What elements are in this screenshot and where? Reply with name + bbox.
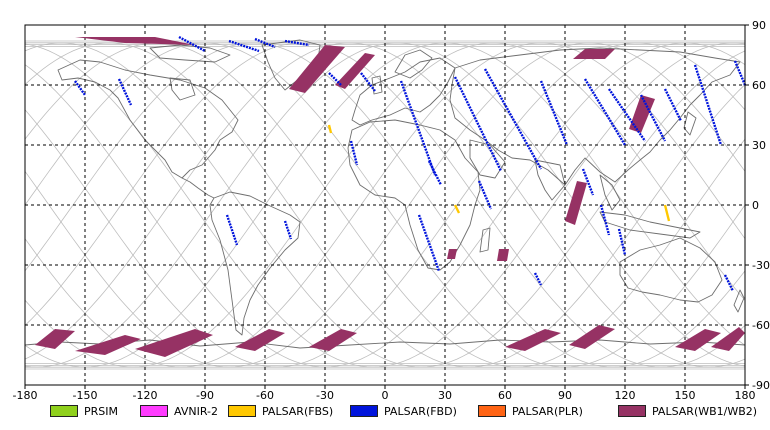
fbd-swath	[427, 160, 443, 186]
legend-swatch	[350, 405, 378, 417]
coast-asia	[449, 47, 741, 186]
fbd-swath	[583, 78, 627, 146]
x-tick-label: -180	[13, 389, 38, 402]
y-tick-label: -30	[752, 259, 770, 272]
axis-ticks: -180 -150 -120 -90 -60 -30 0 30 60 90 120 150 180 90 6…	[13, 19, 770, 402]
y-tick-label: -60	[752, 319, 770, 332]
legend-item: AVNIR-2	[140, 403, 218, 419]
wb-swath	[35, 329, 75, 349]
x-tick-label: -30	[316, 389, 334, 402]
wb-swath	[235, 329, 285, 351]
legend-swatch	[618, 405, 646, 417]
fbd-swath	[581, 168, 595, 196]
coast-scandinavia	[394, 49, 433, 79]
legend-item: PALSAR(PLR)	[478, 403, 583, 419]
wb-swath	[711, 327, 745, 351]
coast-hudson-bay	[169, 77, 196, 101]
fbd-swath	[284, 39, 310, 47]
coast-south-america	[209, 191, 301, 336]
fbd-swath	[349, 140, 359, 166]
fbs-swath	[663, 204, 671, 222]
y-tick-label: 90	[752, 19, 766, 32]
fbs-swath	[453, 204, 461, 214]
wb-swath	[565, 181, 587, 225]
x-tick-label: 150	[675, 389, 696, 402]
legend-swatch	[140, 405, 168, 417]
wb-swath	[309, 329, 357, 351]
legend-label: AVNIR-2	[174, 404, 218, 418]
fbd-swath	[254, 37, 276, 49]
legend-swatch	[228, 405, 256, 417]
wb-swath	[75, 37, 195, 45]
wb-swath	[497, 249, 509, 261]
fbd-swath	[539, 80, 569, 146]
fbd-swath	[283, 220, 293, 240]
coast-europe	[351, 57, 456, 126]
x-tick-label: 30	[438, 389, 452, 402]
fbd-swath	[117, 78, 133, 106]
x-tick-label: 180	[735, 389, 756, 402]
fbd-swath	[178, 35, 206, 53]
fbd-swath	[533, 272, 543, 286]
wb-swath	[573, 49, 615, 59]
fbd-swath	[608, 88, 646, 142]
wb-swath	[629, 95, 655, 133]
legend-item: PALSAR(FBS)	[228, 403, 333, 419]
coast-central-america	[181, 177, 215, 199]
legend-label: PRSIM	[84, 404, 118, 418]
fbd-swath	[228, 39, 260, 53]
y-tick-label: -90	[752, 379, 770, 392]
legend-swatch	[478, 405, 506, 417]
x-tick-label: -90	[196, 389, 214, 402]
x-tick-label: 0	[382, 389, 389, 402]
coast-australia	[619, 237, 723, 303]
y-tick-label: 30	[752, 139, 766, 152]
legend-swatch	[50, 405, 78, 417]
x-tick-label: -60	[256, 389, 274, 402]
fbd-swath	[599, 204, 611, 236]
fbd-swath	[693, 64, 723, 146]
legend-label: PALSAR(PLR)	[512, 404, 583, 418]
coast-india	[534, 159, 566, 201]
observation-swaths	[35, 35, 747, 357]
wb-swath	[569, 325, 615, 349]
legend-label: PALSAR(FBD)	[384, 404, 457, 418]
fbd-swath	[399, 80, 437, 176]
coast-arctic-islands	[149, 44, 231, 63]
legend-label: PALSAR(FBS)	[262, 404, 334, 418]
legend-item: PRSIM	[50, 403, 118, 419]
wb-swath	[675, 329, 721, 351]
fbd-swath	[453, 76, 503, 172]
wb-swath	[447, 249, 457, 259]
coast-new-zealand	[733, 289, 745, 313]
coast-indonesia	[599, 211, 701, 239]
x-tick-label: 120	[615, 389, 636, 402]
fbd-swath	[225, 214, 239, 246]
fbs-swath	[327, 124, 333, 134]
fbd-swath	[733, 60, 747, 86]
y-tick-label: 60	[752, 79, 766, 92]
x-tick-label: 60	[498, 389, 512, 402]
fbd-swath	[617, 228, 627, 256]
legend-item: PALSAR(FBD)	[350, 403, 457, 419]
legend-label: PALSAR(WB1/WB2)	[652, 404, 758, 418]
fbd-swath	[477, 180, 493, 210]
coast-madagascar	[479, 227, 491, 253]
x-tick-label: -150	[73, 389, 98, 402]
wb-swath	[75, 335, 141, 355]
fbd-swath	[639, 94, 667, 142]
wb-swath	[289, 45, 345, 93]
x-tick-label: -120	[133, 389, 158, 402]
x-tick-label: 90	[558, 389, 572, 402]
fbd-swath	[483, 68, 543, 170]
wb-swath	[505, 329, 561, 351]
legend: PRSIM AVNIR-2 PALSAR(FBS) PALSAR(FBD) PALSAR…	[50, 403, 770, 423]
wb-swath	[135, 329, 213, 357]
wb-swath	[335, 53, 375, 89]
y-tick-label: 0	[752, 199, 759, 212]
fbd-swath	[417, 214, 441, 272]
fbd-swath	[360, 72, 376, 92]
legend-item: PALSAR(WB1/WB2)	[618, 403, 757, 419]
